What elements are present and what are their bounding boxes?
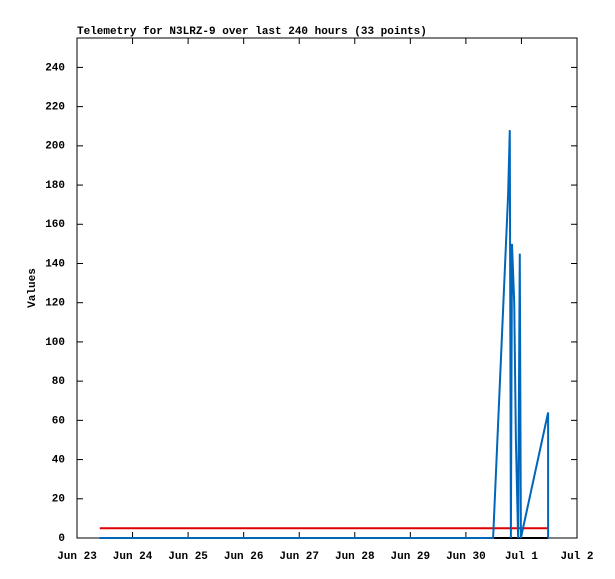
x-tick-label: Jun 26 [224, 551, 264, 563]
x-tick-label: Jul 2 [560, 551, 593, 563]
y-tick-label: 80 [52, 376, 65, 388]
y-tick-label: 120 [45, 298, 65, 310]
y-tick-label: 200 [45, 141, 65, 153]
x-tick-label: Jun 27 [279, 551, 319, 563]
y-tick-label: 180 [45, 180, 65, 192]
x-tick-label: Jun 29 [391, 551, 431, 563]
plot-frame [76, 37, 578, 539]
x-tick-label: Jun 28 [335, 551, 375, 563]
series-line [99, 130, 550, 539]
y-tick-label: 240 [45, 62, 65, 74]
y-tick-label: 140 [45, 258, 65, 270]
y-tick-label: 160 [45, 219, 65, 231]
chart-title: Telemetry for N3LRZ-9 over last 240 hour… [77, 26, 427, 38]
x-tick-label: Jun 30 [446, 551, 486, 563]
y-tick-label: 100 [45, 337, 65, 349]
x-tick-label: Jun 25 [168, 551, 208, 563]
y-axis-label: Values [27, 268, 39, 308]
y-tick-label: 40 [52, 454, 65, 466]
y-tick-label: 20 [52, 494, 65, 506]
y-tick-label: 0 [58, 533, 65, 545]
x-tick-label: Jun 23 [57, 551, 97, 563]
x-tick-label: Jun 24 [113, 551, 153, 563]
y-tick-label: 220 [45, 102, 65, 114]
x-tick-label: Jul 1 [505, 551, 538, 563]
y-tick-label: 60 [52, 415, 65, 427]
